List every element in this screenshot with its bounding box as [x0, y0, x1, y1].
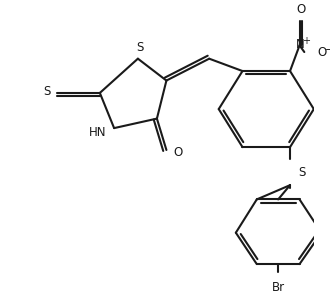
Text: O: O	[296, 3, 305, 16]
Text: −: −	[324, 45, 330, 55]
Text: S: S	[43, 86, 50, 98]
Text: S: S	[136, 41, 144, 54]
Text: HN: HN	[89, 126, 107, 139]
Text: S: S	[299, 166, 306, 179]
Text: O: O	[173, 146, 182, 159]
Text: O: O	[317, 46, 327, 58]
Text: N: N	[296, 38, 305, 51]
Text: Br: Br	[272, 281, 285, 294]
Text: +: +	[302, 36, 310, 46]
